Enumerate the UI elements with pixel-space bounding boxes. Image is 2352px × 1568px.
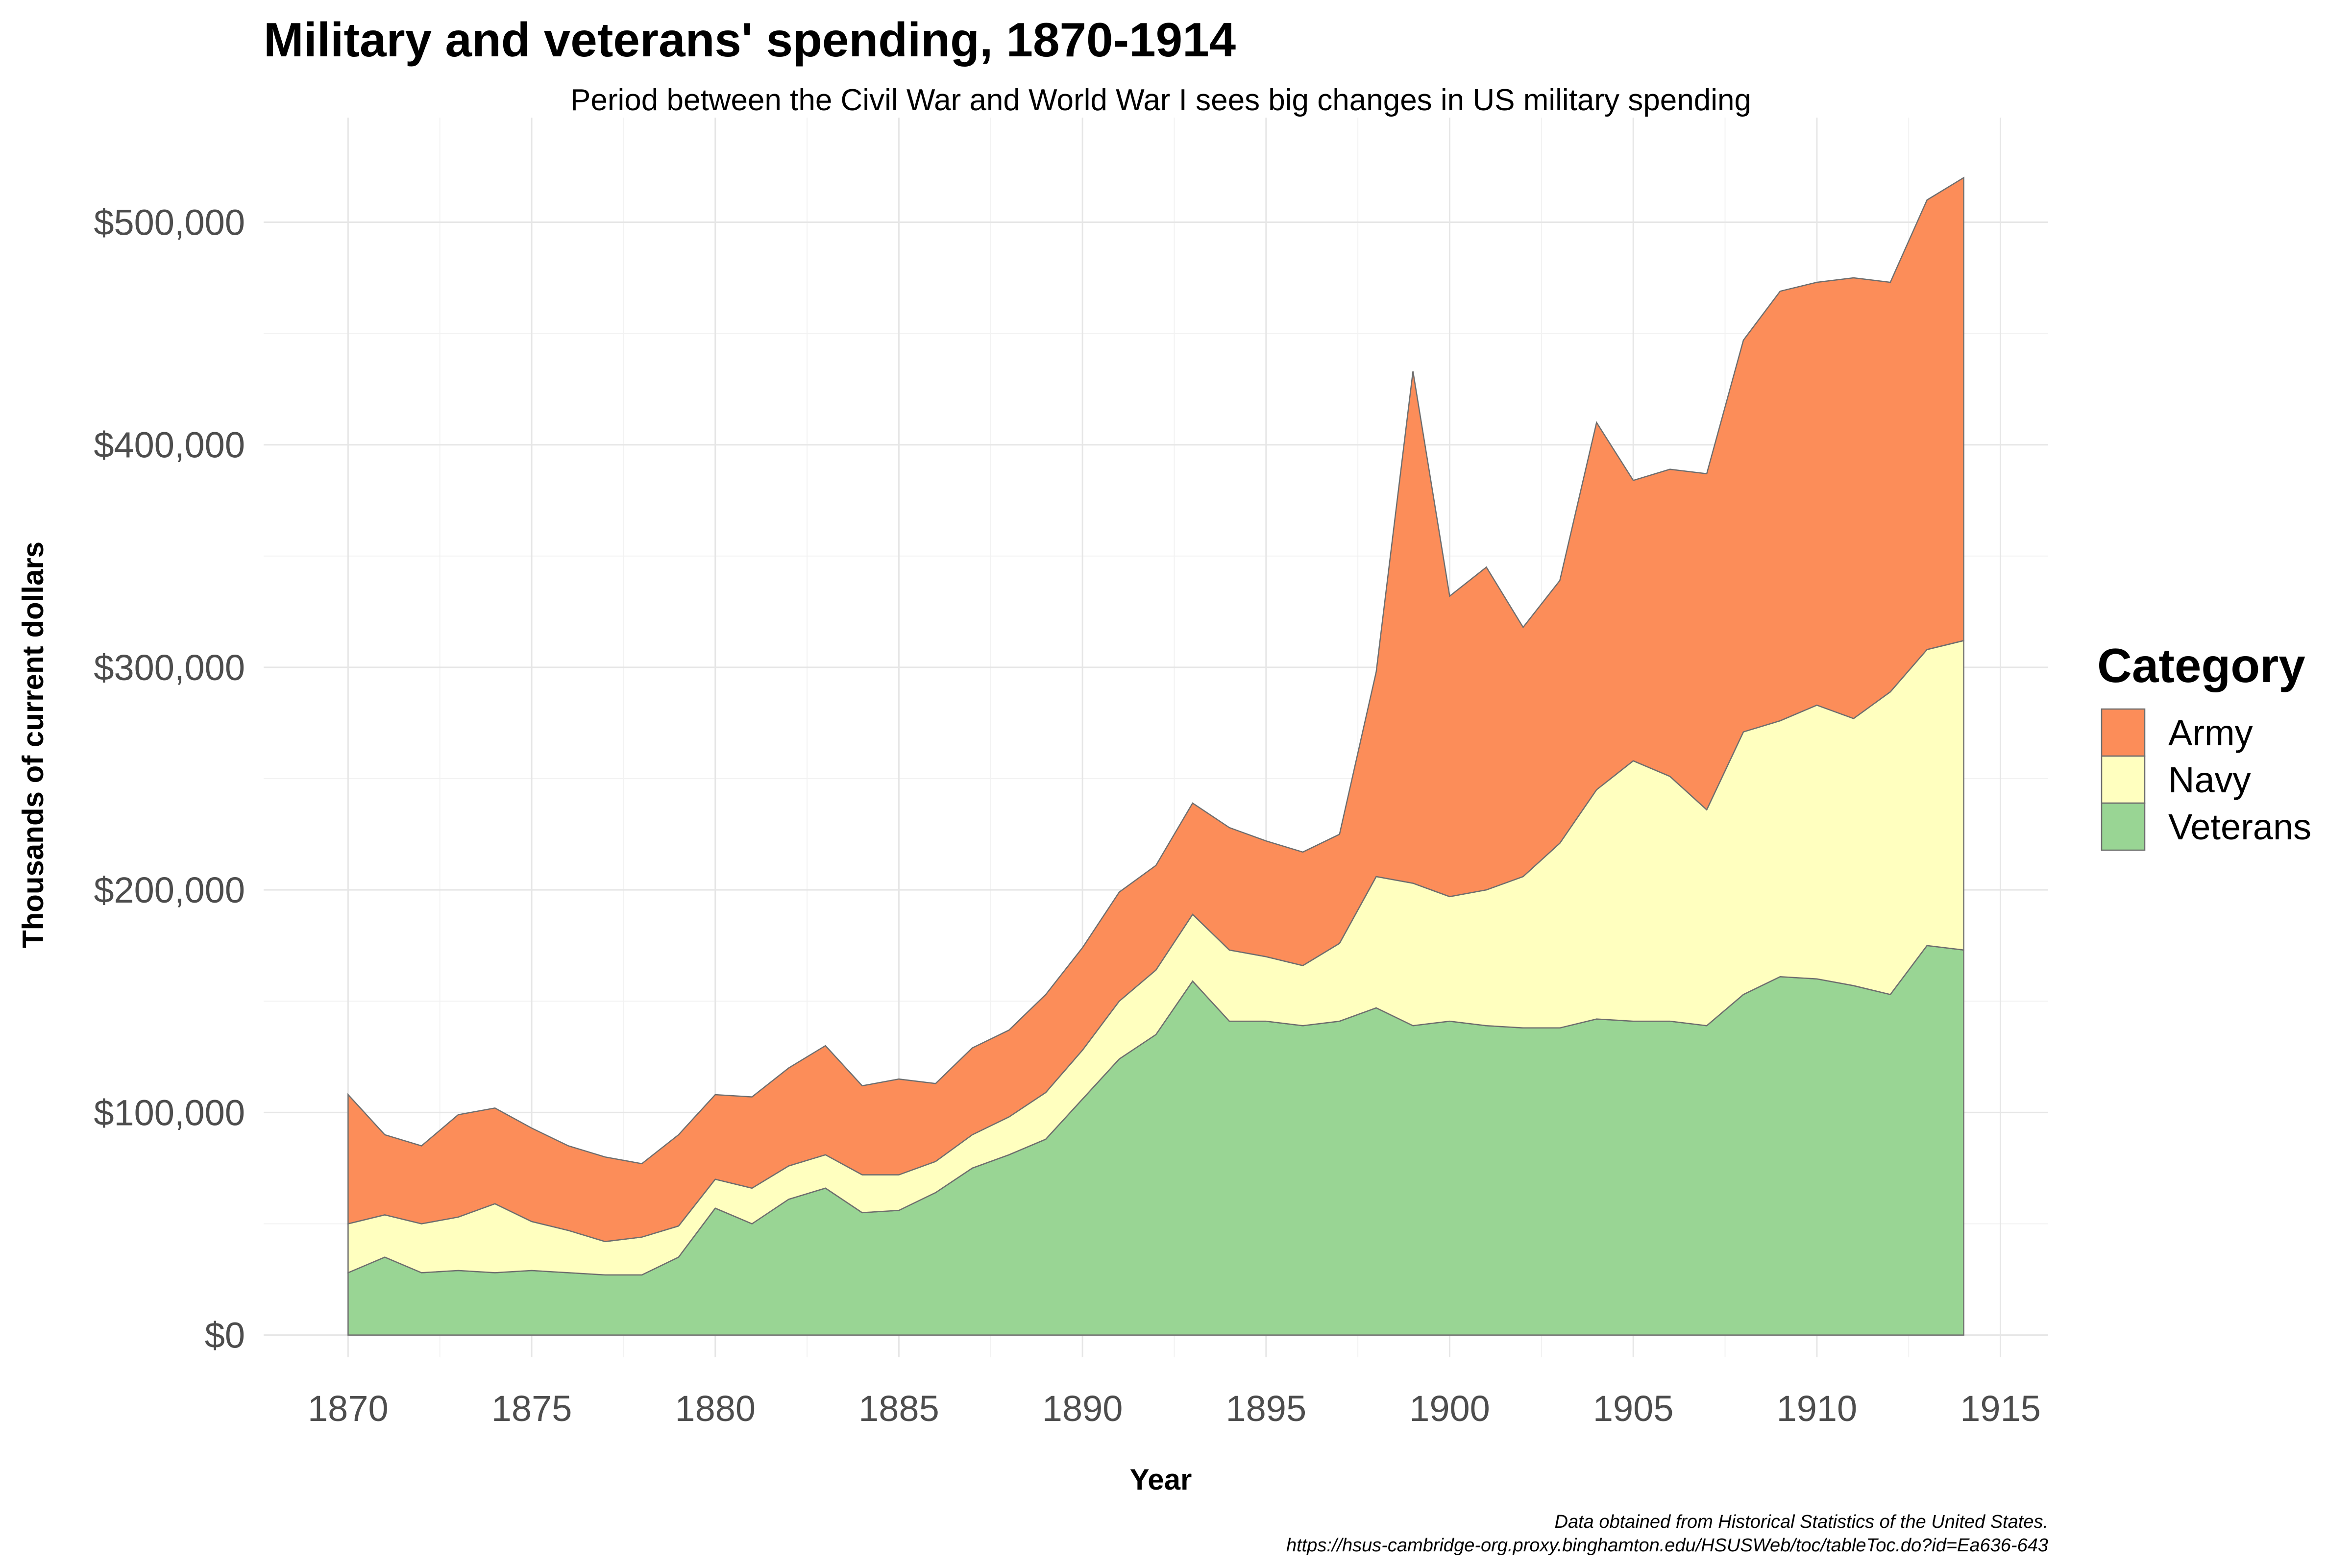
y-axis-title: Thousands of current dollars (17, 541, 49, 948)
y-tick-label: $400,000 (94, 425, 245, 466)
x-tick-label: 1870 (308, 1388, 389, 1429)
y-tick-label: $0 (205, 1315, 245, 1356)
plot-areas (347, 176, 1964, 1336)
x-tick-label: 1915 (1960, 1388, 2041, 1429)
caption-source: Data obtained from Historical Statistics… (1555, 1512, 2048, 1532)
y-tick-label: $100,000 (94, 1092, 245, 1133)
x-tick-label: 1880 (675, 1388, 756, 1429)
legend-label-army: Army (2168, 712, 2253, 753)
legend: Army Navy Veterans (2101, 708, 2311, 851)
area-army (347, 176, 1964, 1243)
y-tick-label: $500,000 (94, 202, 245, 243)
x-tick-label: 1875 (491, 1388, 572, 1429)
x-tick-label: 1895 (1226, 1388, 1307, 1429)
legend-swatch-army (2101, 708, 2146, 757)
y-tick-label: $300,000 (94, 647, 245, 688)
x-axis-ticks: 1870 1875 1880 1885 1890 1895 1900 1905 1910 1915 (308, 1388, 2041, 1429)
x-tick-label: 1885 (858, 1388, 939, 1429)
x-axis-title: Year (1130, 1463, 1192, 1496)
y-tick-label: $200,000 (94, 870, 245, 910)
legend-label-navy: Navy (2168, 760, 2251, 800)
x-tick-label: 1905 (1593, 1388, 1674, 1429)
x-tick-label: 1910 (1777, 1388, 1858, 1429)
y-axis-ticks: $0 $100,000 $200,000 $300,000 $400,000 $500,0… (94, 202, 245, 1355)
legend-title: Category (2097, 638, 2305, 692)
legend-label-veterans: Veterans (2168, 807, 2311, 847)
chart-title: Military and veterans' spending, 1870-19… (264, 13, 1236, 67)
x-tick-label: 1900 (1409, 1388, 1490, 1429)
x-tick-label: 1890 (1042, 1388, 1123, 1429)
chart-subtitle: Period between the Civil War and World W… (570, 83, 1751, 117)
legend-swatch-navy (2101, 755, 2146, 804)
caption-url: https://hsus-cambridge-org.proxy.bingham… (1286, 1535, 2048, 1556)
legend-swatch-veterans (2101, 802, 2146, 851)
